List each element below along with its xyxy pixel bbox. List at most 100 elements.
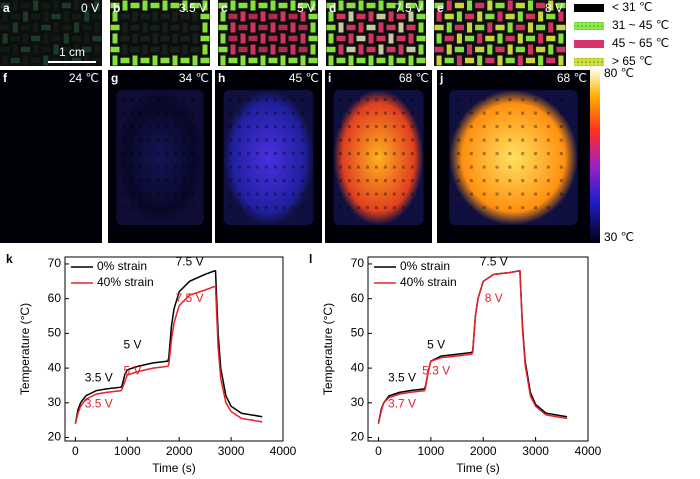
weave-strand xyxy=(2,11,8,22)
weave-hole xyxy=(182,125,186,129)
weave-strand xyxy=(182,44,188,55)
weave-strand xyxy=(328,11,334,22)
weave-hole xyxy=(291,165,295,169)
weave-strand xyxy=(388,33,394,44)
weave-hole xyxy=(228,111,232,115)
weave-strand xyxy=(505,13,515,20)
weave-strand xyxy=(408,55,414,66)
weave-hole xyxy=(237,111,241,115)
weave-strand xyxy=(92,35,102,42)
weave-strand xyxy=(41,46,51,53)
weave-hole xyxy=(383,152,387,156)
weave-hole xyxy=(482,138,486,142)
weave-hole xyxy=(495,125,499,129)
weave-strand xyxy=(485,57,495,64)
weave-strand xyxy=(31,35,41,42)
weave-hole xyxy=(356,206,360,210)
weave-hole xyxy=(521,125,525,129)
weave-strand xyxy=(538,55,544,66)
weave-hole xyxy=(338,206,342,210)
annotation: 3.5 V xyxy=(388,371,416,385)
weave-hole xyxy=(130,165,134,169)
weave-strand xyxy=(12,22,18,33)
weave-hole xyxy=(130,125,134,129)
weave-strand xyxy=(10,57,20,64)
weave-hole xyxy=(356,138,360,142)
weave-strand xyxy=(170,2,180,9)
weave-strand xyxy=(172,33,178,44)
weave-strand xyxy=(112,55,118,66)
weave-strand xyxy=(2,33,8,44)
weave-strand xyxy=(170,24,180,31)
weave-hole xyxy=(482,111,486,115)
weave-strand xyxy=(527,44,533,55)
weave-hole xyxy=(392,98,396,102)
weave-strand xyxy=(258,46,268,53)
weave-strand xyxy=(22,11,29,22)
weave-strand xyxy=(110,46,120,53)
weave-strand xyxy=(487,0,493,11)
weave-hole xyxy=(246,165,250,169)
weave-strand xyxy=(160,57,170,64)
weave-strand xyxy=(270,22,276,33)
weave-hole xyxy=(521,192,525,196)
weave-strand xyxy=(172,11,178,22)
weave-strand xyxy=(346,46,356,53)
weave-strand xyxy=(22,33,29,44)
weave-strand xyxy=(507,44,513,55)
y-tick-label: 20 xyxy=(48,430,62,444)
weave-hole xyxy=(356,152,360,156)
heated-fabric xyxy=(333,90,424,225)
weave-hole xyxy=(282,111,286,115)
weave-strand xyxy=(418,0,424,11)
weave-hole xyxy=(401,179,405,183)
weave-strand xyxy=(338,0,344,11)
weave-hole xyxy=(469,125,473,129)
weave-strand xyxy=(71,57,82,64)
weave-strand xyxy=(418,22,424,33)
weave-hole xyxy=(356,192,360,196)
weave-hole xyxy=(291,125,295,129)
weave-hole xyxy=(495,206,499,210)
weave-strand xyxy=(33,22,39,33)
weave-strand xyxy=(33,0,39,11)
plot-frame xyxy=(64,256,284,442)
weave-strand xyxy=(238,46,248,53)
x-tick-label: 3000 xyxy=(218,444,245,458)
weave-hole xyxy=(282,179,286,183)
weave-hole xyxy=(246,111,250,115)
weave-strand xyxy=(150,2,160,9)
x-tick-label: 4000 xyxy=(270,444,297,458)
weave-strand xyxy=(43,55,49,66)
weave-hole xyxy=(264,179,268,183)
weave-hole xyxy=(521,165,525,169)
weave-strand xyxy=(328,33,334,44)
weave-strand xyxy=(61,46,71,53)
weave-hole xyxy=(130,192,134,196)
x-tick-label: 4000 xyxy=(575,444,602,458)
weave-hole xyxy=(374,152,378,156)
weave-strand xyxy=(162,0,168,11)
weave-strand xyxy=(270,44,276,55)
weave-strand xyxy=(192,33,198,44)
weave-hole xyxy=(246,138,250,142)
weave-strand xyxy=(497,11,503,22)
weave-hole xyxy=(291,138,295,142)
weave-strand xyxy=(71,13,82,20)
weave-strand xyxy=(536,46,546,53)
legend-label: 40% strain xyxy=(97,275,154,289)
weave-hole xyxy=(383,165,387,169)
weave-hole xyxy=(173,165,177,169)
weave-hole xyxy=(182,138,186,142)
weave-strand xyxy=(180,35,190,42)
weave-strand xyxy=(202,44,208,55)
weave-hole xyxy=(182,98,186,102)
weave-hole xyxy=(401,206,405,210)
weave-strand xyxy=(228,13,238,20)
weave-hole xyxy=(147,206,151,210)
photo xyxy=(110,0,210,66)
weave-strand xyxy=(436,33,442,44)
weave-strand xyxy=(250,22,256,33)
weave-hole xyxy=(156,125,160,129)
panel-letter: a xyxy=(3,1,10,15)
